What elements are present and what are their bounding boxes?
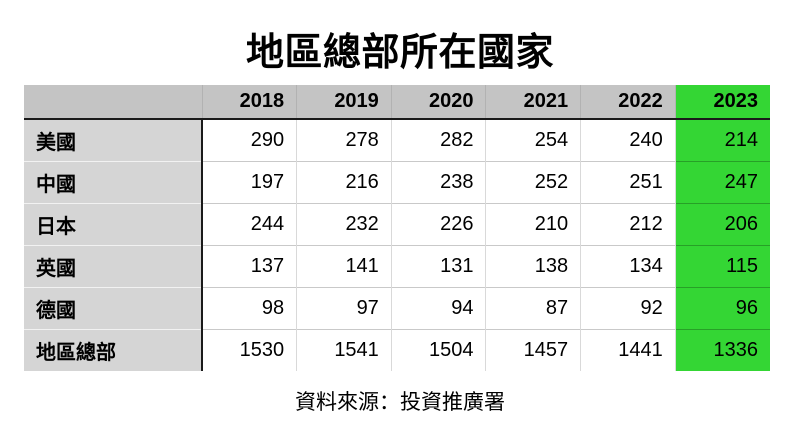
cell-value: 1504: [390, 329, 486, 371]
year-header-2020: 2020: [390, 85, 486, 120]
cell-value: 137: [201, 245, 297, 288]
table-row-china: 中國 197 216 238 252 251 247: [24, 161, 770, 204]
year-header-2022: 2022: [580, 85, 676, 120]
table-row-usa: 美國 290 278 282 254 240 214: [24, 118, 770, 162]
cell-value: 98: [201, 287, 297, 330]
cell-value: 1530: [201, 329, 297, 371]
corner-cell: [24, 85, 203, 120]
data-table: 2018 2019 2020 2021 2022 2023 美國 290 278…: [24, 85, 770, 371]
row-label: 美國: [24, 118, 203, 162]
cell-value: 244: [201, 203, 297, 246]
cell-value: 212: [580, 203, 676, 246]
cell-value: 1541: [296, 329, 392, 371]
cell-value: 210: [485, 203, 581, 246]
row-label: 日本: [24, 203, 203, 246]
cell-value: 131: [390, 245, 486, 288]
cell-value: 240: [580, 118, 676, 162]
table-row-uk: 英國 137 141 131 138 134 115: [24, 245, 770, 288]
row-label: 中國: [24, 161, 203, 204]
cell-value: 216: [296, 161, 392, 204]
cell-value: 251: [580, 161, 676, 204]
cell-value: 254: [485, 118, 581, 162]
cell-value: 92: [580, 287, 676, 330]
cell-value-highlighted: 206: [674, 203, 770, 246]
cell-value: 238: [390, 161, 486, 204]
cell-value: 278: [296, 118, 392, 162]
cell-value: 1441: [580, 329, 676, 371]
row-label: 德國: [24, 287, 203, 330]
cell-value: 134: [580, 245, 676, 288]
year-header-2019: 2019: [296, 85, 392, 120]
cell-value: 290: [201, 118, 297, 162]
header-row: 2018 2019 2020 2021 2022 2023: [24, 85, 770, 120]
row-label: 英國: [24, 245, 203, 288]
cell-value: 97: [296, 287, 392, 330]
cell-value-highlighted: 214: [674, 118, 770, 162]
cell-value: 282: [390, 118, 486, 162]
cell-value-highlighted: 96: [674, 287, 770, 330]
year-header-2021: 2021: [485, 85, 581, 120]
table-row-germany: 德國 98 97 94 87 92 96: [24, 287, 770, 330]
cell-value-highlighted: 115: [674, 245, 770, 288]
table-row-japan: 日本 244 232 226 210 212 206: [24, 203, 770, 246]
year-header-2018: 2018: [201, 85, 297, 120]
cell-value: 226: [390, 203, 486, 246]
cell-value: 141: [296, 245, 392, 288]
row-label: 地區總部: [24, 329, 203, 371]
page-title: 地區總部所在國家: [245, 32, 554, 74]
year-header-2023-highlighted: 2023: [674, 85, 770, 120]
cell-value: 138: [485, 245, 581, 288]
cell-value: 87: [485, 287, 581, 330]
source-note: 資料來源：投資推廣署: [295, 391, 505, 414]
table-row-total: 地區總部 1530 1541 1504 1457 1441 1336: [24, 329, 770, 371]
cell-value: 252: [485, 161, 581, 204]
cell-value-highlighted: 247: [674, 161, 770, 204]
cell-value: 197: [201, 161, 297, 204]
cell-value: 232: [296, 203, 392, 246]
cell-value-highlighted: 1336: [674, 329, 770, 371]
cell-value: 94: [390, 287, 486, 330]
cell-value: 1457: [485, 329, 581, 371]
